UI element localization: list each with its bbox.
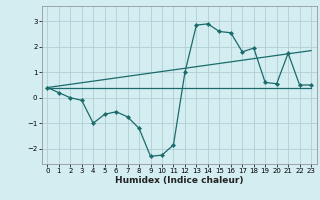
X-axis label: Humidex (Indice chaleur): Humidex (Indice chaleur) bbox=[115, 176, 244, 185]
